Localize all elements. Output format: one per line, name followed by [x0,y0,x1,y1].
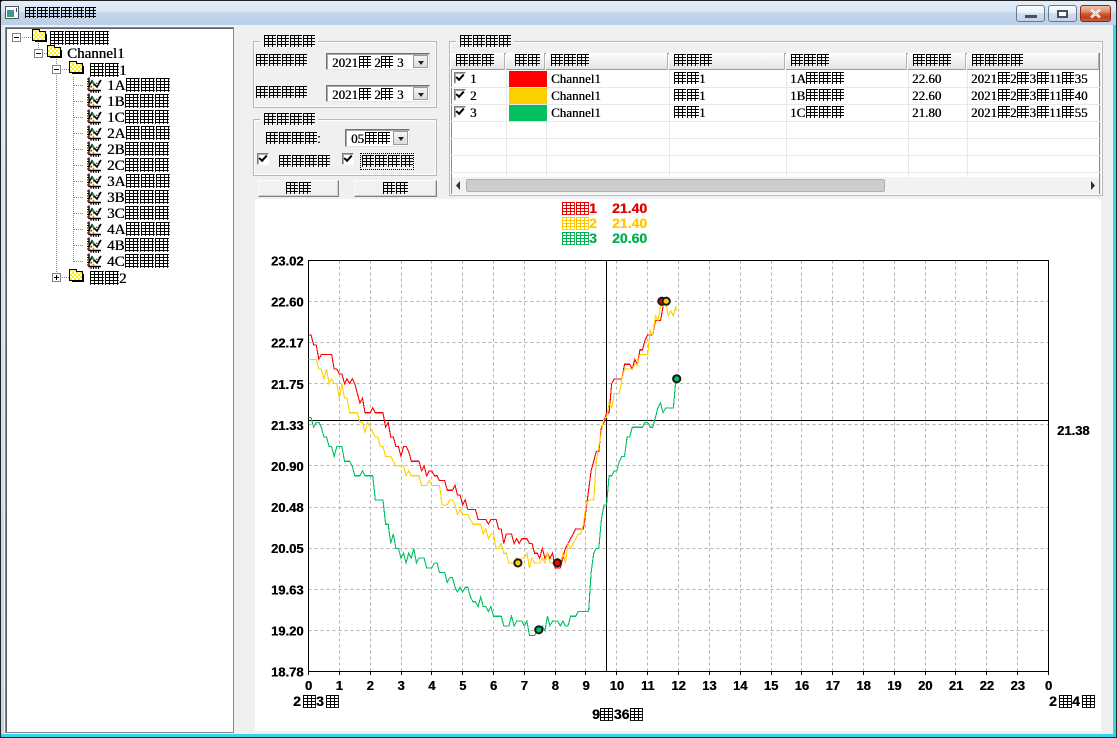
svg-text:10: 10 [610,678,624,693]
svg-text:12: 12 [671,678,685,693]
svg-text:2: 2 [367,678,374,693]
svg-text:1: 1 [336,678,343,693]
svg-text:8: 8 [552,678,559,693]
svg-text:0: 0 [305,678,312,693]
svg-text:22.17: 22.17 [271,336,304,351]
svg-text:9: 9 [582,678,589,693]
svg-text:20.90: 20.90 [271,459,304,474]
svg-text:13: 13 [702,678,716,693]
svg-text:0: 0 [1045,678,1052,693]
svg-text:3: 3 [397,678,404,693]
svg-text:19: 19 [887,678,901,693]
svg-text:5: 5 [459,678,466,693]
svg-text:6: 6 [490,678,497,693]
svg-text:16: 16 [795,678,809,693]
svg-text:14: 14 [733,678,748,693]
svg-text:15: 15 [764,678,778,693]
svg-text:7: 7 [521,678,528,693]
svg-text:20.05: 20.05 [271,541,304,556]
svg-text:21.33: 21.33 [271,418,304,433]
svg-text:18: 18 [856,678,870,693]
svg-text:20: 20 [918,678,932,693]
svg-text:21: 21 [949,678,963,693]
svg-text:19.20: 19.20 [271,623,304,638]
svg-text:23: 23 [1010,678,1024,693]
svg-text:20.48: 20.48 [271,500,304,515]
svg-text:21.75: 21.75 [271,377,304,392]
svg-text:4: 4 [428,678,436,693]
svg-text:17: 17 [825,678,839,693]
svg-text:22: 22 [980,678,994,693]
svg-text:18.78: 18.78 [271,665,304,680]
svg-text:22.60: 22.60 [271,295,304,310]
svg-text:23.02: 23.02 [271,254,304,269]
svg-text:19.63: 19.63 [271,582,304,597]
svg-text:11: 11 [641,678,655,693]
